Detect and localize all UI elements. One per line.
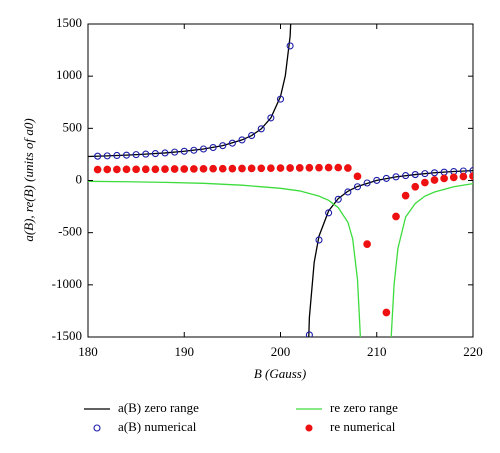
- data-point: [209, 143, 217, 152]
- data-point: [113, 151, 121, 160]
- data-point: [324, 163, 333, 172]
- data-point: [170, 165, 179, 173]
- data-point: [440, 174, 448, 183]
- legend-label: re numerical: [330, 419, 396, 434]
- y-tick-label: -1000: [52, 276, 82, 291]
- data-point: [103, 165, 112, 174]
- y-tick-label: -1500: [52, 328, 82, 343]
- data-point: [344, 188, 352, 196]
- data-point: [257, 125, 265, 133]
- data-point: [325, 209, 333, 217]
- data-point: [334, 163, 343, 172]
- data-point: [276, 95, 285, 103]
- data-point: [469, 167, 473, 175]
- data-point: [142, 150, 150, 158]
- series-line: [88, 180, 473, 337]
- data-point: [392, 173, 400, 181]
- data-point: [199, 145, 208, 153]
- y-tick-label: 1000: [56, 67, 82, 82]
- data-point: [132, 151, 140, 159]
- y-tick-label: 0: [76, 171, 83, 186]
- data-point: [161, 165, 169, 173]
- data-point: [93, 165, 102, 174]
- x-tick-label: 190: [175, 344, 195, 359]
- data-point: [171, 148, 179, 156]
- x-tick-label: 180: [78, 344, 98, 359]
- data-point: [141, 165, 150, 174]
- data-point: [363, 240, 371, 248]
- data-point: [392, 212, 400, 221]
- data-point: [228, 139, 236, 147]
- data-point: [430, 169, 439, 177]
- data-point: [103, 152, 111, 160]
- legend-label: re zero range: [330, 400, 398, 415]
- data-point: [219, 142, 227, 150]
- data-point: [257, 164, 266, 173]
- data-point: [132, 165, 140, 174]
- data-point: [315, 236, 323, 244]
- data-point: [305, 331, 313, 337]
- data-point: [382, 308, 391, 317]
- x-tick-label: 200: [271, 344, 291, 359]
- data-point: [113, 165, 121, 174]
- data-point: [363, 179, 371, 187]
- data-point: [373, 176, 381, 184]
- data-point: [190, 165, 198, 173]
- data-point: [449, 173, 458, 182]
- data-point: [421, 178, 429, 187]
- data-point: [353, 172, 362, 181]
- data-point: [151, 150, 159, 158]
- data-point: [286, 42, 294, 50]
- legend-swatch: [305, 424, 313, 432]
- data-point: [305, 163, 314, 172]
- data-point: [469, 172, 473, 180]
- data-point: [267, 114, 275, 122]
- data-point: [421, 170, 429, 178]
- data-point: [344, 164, 352, 172]
- data-point: [276, 164, 285, 172]
- legend-label: a(B) zero range: [118, 400, 199, 415]
- data-point: [353, 183, 362, 191]
- data-point: [459, 172, 468, 181]
- data-point: [209, 164, 217, 173]
- data-point: [180, 147, 188, 155]
- y-axis-label: a(B), re(B) (units of a0): [21, 118, 36, 241]
- data-point: [267, 164, 275, 173]
- data-point: [180, 165, 189, 173]
- data-point: [411, 171, 419, 179]
- data-point: [295, 164, 304, 172]
- x-axis-label: B (Gauss): [254, 366, 306, 381]
- data-point: [401, 191, 410, 200]
- legend-label: a(B) numerical: [118, 419, 197, 434]
- data-point: [151, 165, 160, 174]
- plot-area: [88, 24, 473, 337]
- data-point: [228, 164, 237, 173]
- data-point: [238, 164, 246, 173]
- data-point: [334, 195, 342, 203]
- x-tick-label: 220: [463, 344, 483, 359]
- y-tick-label: -500: [58, 224, 82, 239]
- data-point: [382, 174, 390, 182]
- data-point: [94, 152, 102, 160]
- data-point: [402, 172, 410, 180]
- data-point: [286, 164, 294, 172]
- x-tick-label: 210: [367, 344, 387, 359]
- y-tick-label: 500: [63, 119, 83, 134]
- data-point: [161, 149, 169, 157]
- data-point: [190, 146, 198, 154]
- plot-frame: [87, 23, 474, 338]
- data-point: [238, 136, 246, 144]
- data-point: [122, 151, 131, 159]
- data-point: [315, 163, 323, 172]
- data-point: [247, 164, 256, 173]
- data-point: [248, 131, 256, 140]
- data-point: [122, 165, 131, 174]
- legend-swatch: [93, 424, 101, 432]
- data-point: [411, 182, 420, 191]
- data-point: [199, 164, 208, 173]
- data-point: [218, 164, 227, 173]
- data-point: [430, 176, 439, 184]
- y-tick-label: 1500: [56, 15, 82, 30]
